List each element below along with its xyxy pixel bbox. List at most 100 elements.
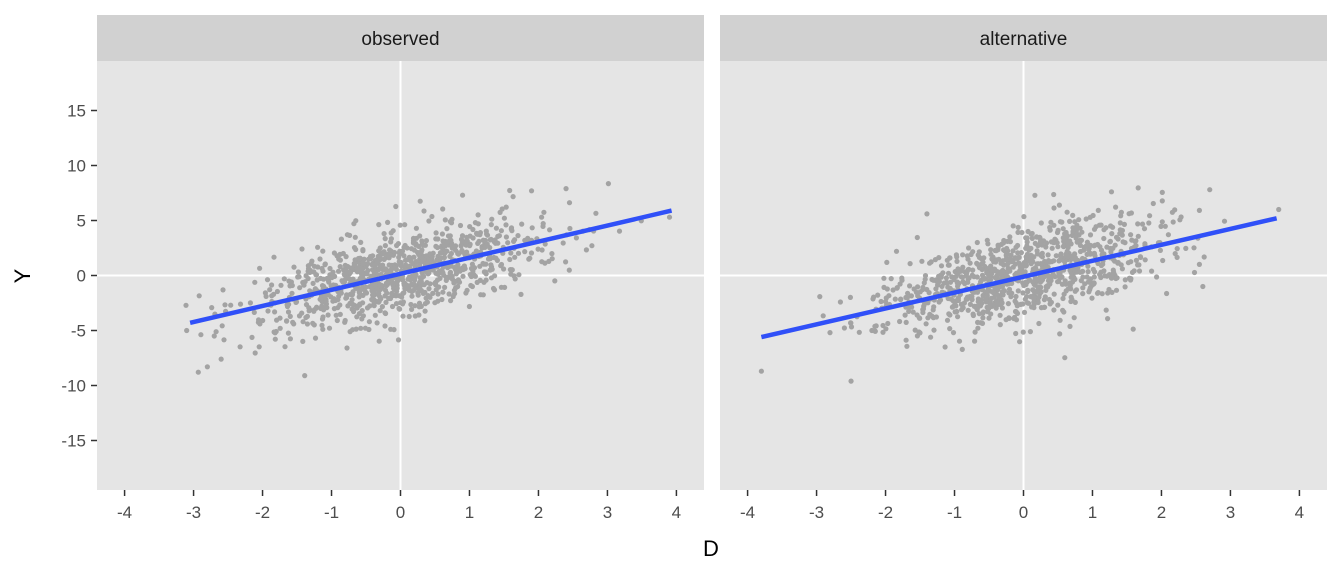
data-point [470, 235, 476, 241]
data-point [252, 350, 258, 356]
data-point [333, 312, 339, 318]
data-point [1091, 226, 1098, 232]
data-point [1178, 214, 1184, 220]
data-point [1021, 309, 1028, 315]
data-point [1084, 239, 1090, 245]
data-point [528, 250, 535, 256]
data-point [284, 318, 290, 324]
data-point [1020, 290, 1026, 296]
data-point [416, 243, 422, 249]
data-point [1084, 274, 1090, 280]
data-point [1077, 225, 1083, 231]
data-point [359, 308, 365, 314]
facet-strip [97, 15, 704, 61]
data-point [220, 287, 226, 293]
data-point [499, 206, 505, 212]
data-point [272, 330, 278, 336]
data-point [922, 273, 929, 279]
data-point [447, 219, 453, 225]
data-point [897, 318, 903, 325]
y-tick-label: -15 [61, 432, 86, 451]
data-point [984, 270, 990, 276]
data-point [204, 364, 210, 370]
data-point [1044, 283, 1050, 289]
data-point [483, 228, 489, 234]
data-point [503, 204, 509, 210]
data-point [1006, 315, 1012, 321]
x-tick-label: 1 [1088, 503, 1097, 522]
data-point [1170, 219, 1176, 225]
data-point [988, 247, 994, 253]
data-point [1070, 225, 1076, 231]
data-point [508, 226, 514, 232]
data-point [1035, 299, 1041, 306]
data-point [1051, 307, 1057, 313]
data-point [320, 326, 326, 332]
data-point [460, 273, 466, 279]
data-point [1085, 263, 1091, 269]
data-point [382, 323, 388, 329]
data-point [539, 259, 545, 265]
data-point [1000, 268, 1006, 275]
data-point [1135, 221, 1141, 227]
data-point [457, 222, 464, 229]
data-point [983, 299, 989, 305]
data-point [970, 311, 976, 317]
data-point [921, 280, 927, 286]
data-point [1089, 295, 1095, 301]
data-point [966, 245, 972, 251]
data-point [432, 300, 438, 306]
data-point [975, 325, 981, 331]
data-point [827, 330, 833, 336]
data-point [211, 333, 217, 339]
data-point [196, 293, 202, 299]
data-point [1014, 255, 1020, 261]
data-point [413, 259, 419, 265]
data-point [563, 259, 569, 265]
data-point [1083, 243, 1089, 249]
data-point [1031, 295, 1037, 301]
data-point [980, 315, 986, 321]
data-point [374, 259, 380, 265]
data-point [903, 319, 909, 325]
data-point [1119, 266, 1125, 272]
data-point [1191, 269, 1198, 276]
x-tick-label: -4 [740, 503, 755, 522]
data-point [354, 305, 360, 311]
data-point [383, 280, 390, 286]
data-point [1004, 245, 1010, 252]
data-point [894, 285, 900, 291]
data-point [1051, 258, 1057, 264]
data-point [1001, 288, 1008, 294]
data-point [907, 261, 913, 267]
data-point [322, 293, 328, 299]
data-point [981, 255, 987, 261]
data-point [363, 290, 370, 296]
data-point [371, 302, 377, 308]
data-point [425, 259, 431, 265]
data-point [287, 336, 293, 342]
data-point [1027, 329, 1033, 335]
data-point [487, 237, 493, 243]
data-point [878, 298, 884, 305]
data-point [305, 265, 312, 272]
data-point [1057, 219, 1063, 225]
data-point [1047, 227, 1053, 233]
data-point [323, 298, 329, 304]
data-point [934, 278, 940, 284]
data-point [344, 345, 350, 351]
data-point [357, 256, 363, 262]
data-point [295, 269, 301, 275]
data-point [943, 275, 950, 281]
data-point [881, 275, 887, 281]
data-point [455, 250, 461, 257]
data-point [401, 290, 407, 296]
data-point [1055, 302, 1061, 308]
data-point [468, 265, 475, 272]
data-point [1068, 253, 1074, 260]
data-point [903, 337, 909, 343]
data-point [459, 247, 465, 254]
data-point [429, 213, 435, 220]
data-point [883, 326, 889, 332]
data-point [1051, 240, 1057, 246]
